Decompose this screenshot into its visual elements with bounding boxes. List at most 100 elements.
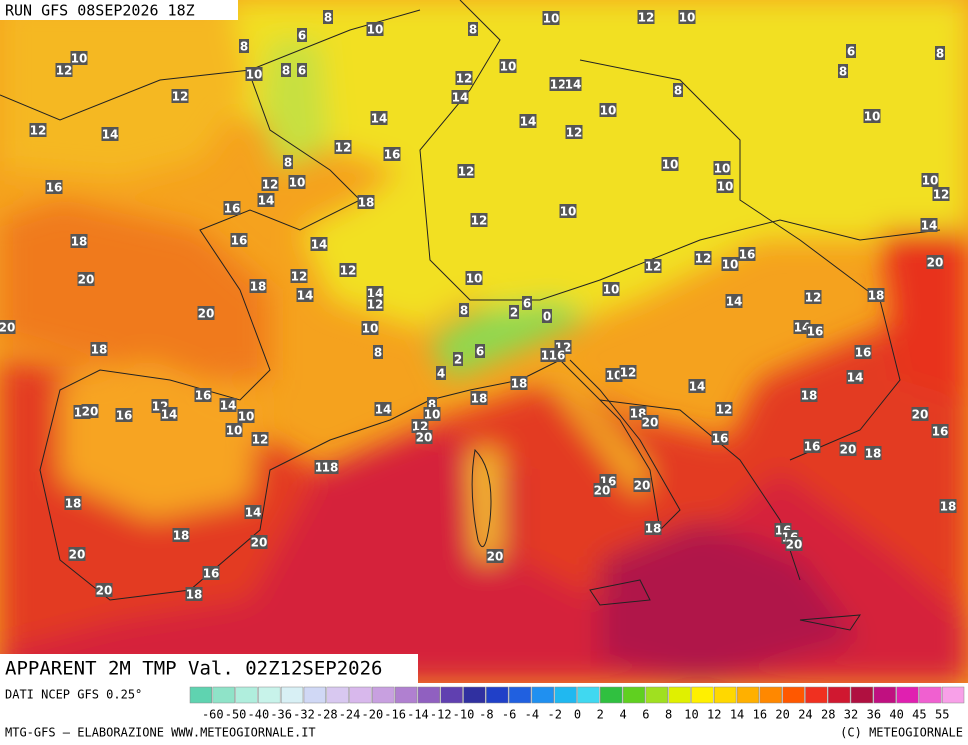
isotherm-label: 10 bbox=[679, 11, 696, 25]
isotherm-label: 6 bbox=[476, 345, 484, 359]
isotherm-label: 18 bbox=[471, 392, 488, 406]
isotherm-label: 12 bbox=[56, 64, 73, 78]
isotherm-label: 12 bbox=[252, 433, 269, 447]
isotherm-label: 16 bbox=[855, 346, 872, 360]
legend-label: -20 bbox=[362, 708, 384, 722]
legend-swatch bbox=[189, 686, 213, 704]
label-box bbox=[863, 109, 881, 123]
legend-swatch bbox=[577, 686, 600, 704]
isotherm-label: 18 bbox=[250, 280, 267, 294]
label-box bbox=[239, 39, 249, 53]
isotherm-label: 20 bbox=[912, 408, 929, 422]
label-box bbox=[172, 528, 190, 542]
label-box bbox=[245, 67, 263, 81]
isotherm-label: 10 bbox=[246, 68, 263, 82]
label-box bbox=[261, 177, 279, 191]
label-box bbox=[846, 44, 856, 58]
legend-label: -4 bbox=[525, 708, 539, 722]
label-box bbox=[383, 147, 401, 161]
isotherm-label: 20 bbox=[82, 405, 99, 419]
isotherm-label: 12 bbox=[566, 126, 583, 140]
isotherm-label: 16 bbox=[549, 349, 566, 363]
isotherm-label: 10 bbox=[238, 410, 255, 424]
isotherm-label: 12 bbox=[30, 124, 47, 138]
label-box bbox=[297, 63, 307, 77]
isotherm-label: 20 bbox=[594, 484, 611, 498]
isotherm-label: 8 bbox=[240, 40, 248, 54]
label-box bbox=[738, 247, 756, 261]
isotherm-label: 20 bbox=[96, 584, 113, 598]
label-box bbox=[0, 320, 16, 334]
label-box bbox=[115, 408, 133, 422]
label-box bbox=[644, 521, 662, 535]
isotherm-label: 16 bbox=[712, 432, 729, 446]
isotherm-label: 14 bbox=[161, 408, 178, 422]
label-box bbox=[602, 282, 620, 296]
label-box bbox=[599, 103, 617, 117]
isotherm-label: 12 bbox=[620, 366, 637, 380]
isotherm-label: 16 bbox=[932, 425, 949, 439]
label-box bbox=[475, 344, 485, 358]
legend-label: -40 bbox=[248, 708, 270, 722]
isotherm-label: 16 bbox=[384, 148, 401, 162]
label-box bbox=[194, 388, 212, 402]
legend-label: 40 bbox=[889, 708, 903, 722]
label-box bbox=[251, 432, 269, 446]
label-box bbox=[673, 83, 683, 97]
legend-label: 6 bbox=[642, 708, 649, 722]
legend-swatch bbox=[896, 686, 919, 704]
isotherm-label: 10 bbox=[367, 23, 384, 37]
legend-swatch bbox=[554, 686, 577, 704]
label-box bbox=[711, 431, 729, 445]
label-box bbox=[519, 114, 537, 128]
isotherm-label: 6 bbox=[523, 297, 531, 311]
label-box bbox=[486, 549, 504, 563]
isotherm-label: 12 bbox=[716, 403, 733, 417]
legend-label: 20 bbox=[775, 708, 789, 722]
legend-label: 2 bbox=[597, 708, 604, 722]
label-box bbox=[415, 430, 433, 444]
label-box bbox=[637, 10, 655, 24]
label-box bbox=[785, 537, 803, 551]
isotherm-label: 14 bbox=[689, 380, 706, 394]
color-legend: -60 -50 -40 -36 -32 -28 -24 -20 -16 -14 -12 -10 -8 -6… bbox=[189, 686, 965, 722]
isotherm-label: 8 bbox=[839, 65, 847, 79]
isotherm-label: 10 bbox=[714, 162, 731, 176]
legend-swatch bbox=[622, 686, 646, 704]
footer-left: MTG-GFS — ELABORAZIONE WWW.METEOGIORNALE… bbox=[5, 726, 316, 740]
isotherm-label: 14 bbox=[375, 403, 392, 417]
legend-label: -32 bbox=[293, 708, 315, 722]
legend-label: -14 bbox=[407, 708, 429, 722]
label-box bbox=[249, 279, 267, 293]
label-box bbox=[323, 10, 333, 24]
isotherm-label: 10 bbox=[424, 408, 441, 422]
legend-label: 36 bbox=[867, 708, 881, 722]
isotherm-label: 16 bbox=[807, 325, 824, 339]
label-box bbox=[55, 63, 73, 77]
isotherm-label: 8 bbox=[324, 11, 332, 25]
label-box bbox=[806, 324, 824, 338]
label-box bbox=[95, 583, 113, 597]
label-box bbox=[457, 164, 475, 178]
isotherm-label: 20 bbox=[0, 321, 15, 335]
legend-swatch bbox=[235, 686, 258, 704]
label-box bbox=[713, 161, 731, 175]
legend-swatch bbox=[280, 686, 304, 704]
isotherm-label: 18 bbox=[358, 196, 375, 210]
isotherm-label: 20 bbox=[634, 479, 651, 493]
isotherm-label: 8 bbox=[428, 398, 436, 412]
label-box bbox=[334, 140, 352, 154]
legend-label: -50 bbox=[225, 708, 247, 722]
legend-swatch bbox=[486, 686, 509, 704]
label-box bbox=[565, 125, 583, 139]
legend-label: 10 bbox=[684, 708, 698, 722]
label-box bbox=[250, 535, 268, 549]
label-box bbox=[542, 309, 552, 323]
title-box bbox=[0, 654, 418, 683]
label-box bbox=[846, 370, 864, 384]
isotherm-label: 18 bbox=[322, 461, 339, 475]
label-box bbox=[678, 10, 696, 24]
label-box bbox=[171, 89, 189, 103]
label-box bbox=[644, 259, 662, 273]
